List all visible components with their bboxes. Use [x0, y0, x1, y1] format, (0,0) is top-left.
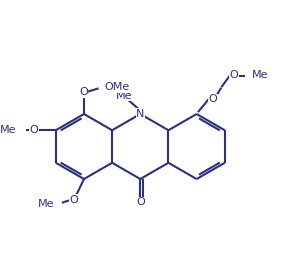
Text: N: N	[136, 109, 145, 119]
Text: O: O	[209, 94, 217, 104]
Text: O: O	[230, 70, 238, 80]
Text: OMe: OMe	[105, 82, 130, 92]
Text: O: O	[29, 125, 38, 135]
Text: Me: Me	[115, 91, 132, 101]
Text: Me: Me	[0, 125, 16, 135]
Text: O: O	[69, 194, 78, 205]
Text: O: O	[79, 87, 88, 97]
Text: O: O	[136, 197, 145, 207]
Text: Me: Me	[38, 199, 55, 209]
Text: Me: Me	[252, 70, 269, 80]
